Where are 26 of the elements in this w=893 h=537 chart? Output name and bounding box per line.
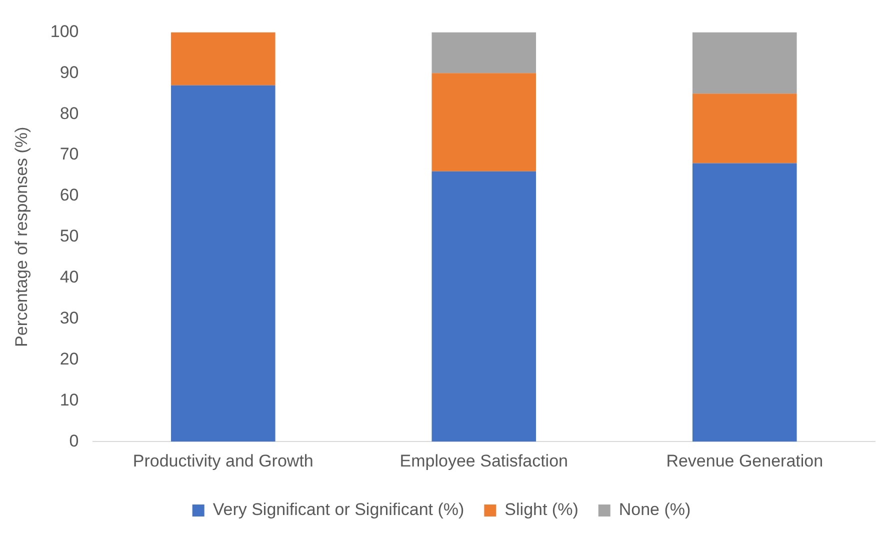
bar (432, 32, 536, 74)
y-tick-label: 80 (60, 104, 79, 123)
y-tick-label: 60 (60, 186, 79, 205)
y-tick-label: 10 (60, 390, 79, 410)
bar (692, 163, 797, 442)
legend-label: Very Significant or Significant (%) (212, 500, 464, 520)
x-tick-label: Productivity and Growth (132, 451, 314, 470)
bar (170, 85, 276, 442)
legend-label: None (%) (618, 500, 691, 520)
y-tick-label: 100 (50, 22, 79, 41)
bar (432, 73, 536, 172)
y-tick-label: 20 (60, 349, 79, 368)
bar (692, 94, 797, 164)
x-tick-label: Revenue Generation (666, 451, 824, 470)
bar (692, 32, 797, 94)
y-axis-title: Percentage of responses (%) (12, 126, 31, 347)
y-tick-label: 50 (60, 226, 79, 246)
y-tick-label: 0 (69, 431, 79, 450)
y-tick-label: 40 (60, 268, 79, 287)
y-tick-label: 70 (60, 144, 79, 164)
x-tick-label: Employee Satisfaction (400, 451, 568, 470)
bar (170, 32, 276, 86)
y-tick-label: 90 (60, 62, 79, 82)
bar (432, 171, 536, 442)
legend-label: Slight (%) (504, 500, 578, 520)
y-tick-label: 30 (60, 308, 79, 328)
